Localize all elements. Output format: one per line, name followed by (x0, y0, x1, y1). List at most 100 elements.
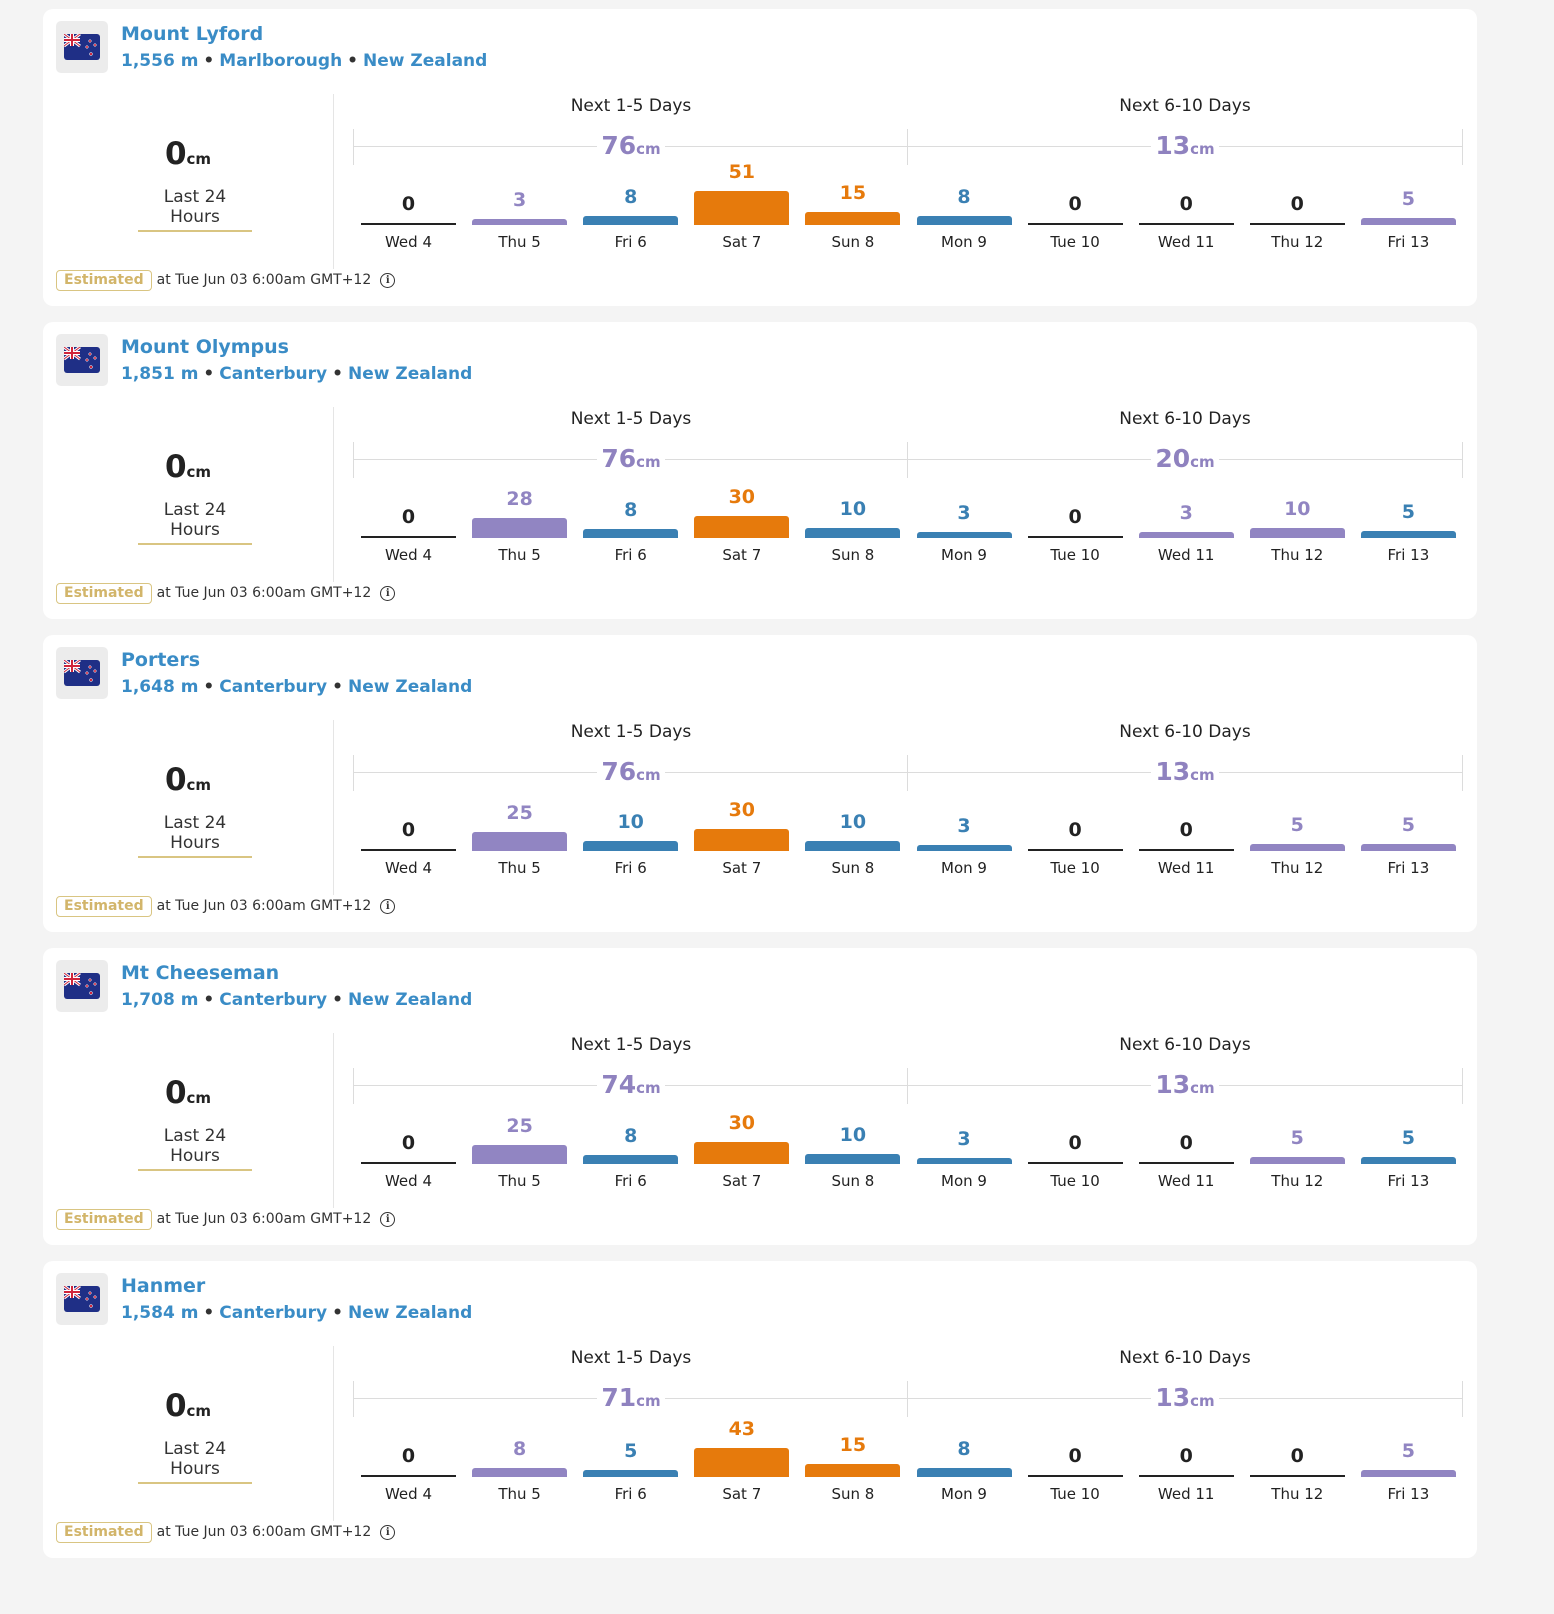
last-24-hours-label[interactable]: Last 24 Hours (138, 813, 252, 858)
day-label: Fri 13 (1387, 1485, 1430, 1503)
info-icon[interactable]: i (380, 272, 396, 288)
day-forecast[interactable]: 10 Thu 12 (1249, 472, 1345, 572)
last-24-hours-label[interactable]: Last 24 Hours (138, 500, 252, 545)
day-forecast[interactable]: 0 Thu 12 (1249, 159, 1345, 259)
day-forecast[interactable]: 51 Sat 7 (694, 159, 790, 259)
resort-name-link[interactable]: Hanmer (121, 1275, 206, 1297)
day-forecast[interactable]: 8 Fri 6 (583, 159, 679, 259)
day-forecast[interactable]: 30 Sat 7 (694, 1098, 790, 1198)
day-forecast[interactable]: 0 Wed 11 (1138, 1098, 1234, 1198)
day-forecast[interactable]: 5 Fri 13 (1360, 1098, 1456, 1198)
day-forecast[interactable]: 8 Mon 9 (916, 159, 1012, 259)
day-forecast[interactable]: 5 Fri 6 (583, 1411, 679, 1511)
info-icon[interactable]: i (380, 1524, 396, 1540)
day-forecast[interactable]: 10 Sun 8 (805, 785, 901, 885)
last-24-hours-value: 0cm (164, 1075, 212, 1111)
flag-button[interactable] (56, 647, 108, 699)
day-forecast[interactable]: 0 Wed 4 (361, 785, 456, 885)
snowfall-bar (1249, 844, 1345, 851)
day-label: Fri 6 (614, 546, 647, 564)
period-tick (1462, 1381, 1463, 1417)
info-icon[interactable]: i (380, 1211, 396, 1227)
region-link[interactable]: Marlborough (219, 51, 343, 71)
day-forecast[interactable]: 0 Wed 11 (1138, 1411, 1234, 1511)
snowfall-bar (916, 845, 1012, 851)
period-tick (1462, 1068, 1463, 1104)
day-forecast[interactable]: 25 Thu 5 (472, 1098, 568, 1198)
resort-name-link[interactable]: Mt Cheeseman (121, 962, 280, 984)
day-forecast[interactable]: 5 Fri 13 (1360, 159, 1456, 259)
day-forecast[interactable]: 10 Fri 6 (583, 785, 679, 885)
resort-name-link[interactable]: Porters (121, 649, 200, 671)
day-forecast[interactable]: 28 Thu 5 (472, 472, 568, 572)
day-forecast[interactable]: 10 Sun 8 (805, 1098, 901, 1198)
period-1-title: Next 1-5 Days (570, 96, 692, 116)
day-forecast[interactable]: 0 Tue 10 (1027, 159, 1123, 259)
last-24-hours-label[interactable]: Last 24 Hours (138, 1439, 252, 1484)
day-forecast[interactable]: 5 Fri 13 (1360, 472, 1456, 572)
last-24-hours-label[interactable]: Last 24 Hours (138, 1126, 252, 1171)
snowfall-value: 0 (1068, 506, 1082, 528)
day-forecast[interactable]: 0 Tue 10 (1027, 785, 1123, 885)
day-label: Wed 11 (1157, 1172, 1215, 1190)
country-link[interactable]: New Zealand (347, 990, 473, 1010)
snowfall-value: 5 (1290, 814, 1304, 836)
snowfall-value: 5 (1290, 1127, 1304, 1149)
day-forecast[interactable]: 8 Mon 9 (916, 1411, 1012, 1511)
country-link[interactable]: New Zealand (347, 364, 473, 384)
day-forecast[interactable]: 0 Wed 4 (361, 1098, 456, 1198)
resort-name-link[interactable]: Mount Olympus (121, 336, 289, 358)
snowfall-value: 0 (1179, 1132, 1193, 1154)
day-forecast[interactable]: 25 Thu 5 (472, 785, 568, 885)
country-link[interactable]: New Zealand (363, 51, 488, 71)
day-forecast[interactable]: 10 Sun 8 (805, 472, 901, 572)
snowfall-value: 0 (1068, 1132, 1082, 1154)
country-link[interactable]: New Zealand (347, 677, 473, 697)
region-link[interactable]: Canterbury (219, 677, 328, 697)
day-forecast[interactable]: 30 Sat 7 (694, 785, 790, 885)
day-forecast[interactable]: 0 Thu 12 (1249, 1411, 1345, 1511)
day-forecast[interactable]: 43 Sat 7 (694, 1411, 790, 1511)
day-forecast[interactable]: 8 Thu 5 (472, 1411, 568, 1511)
snowfall-value: 0 (401, 1445, 416, 1467)
day-forecast[interactable]: 5 Fri 13 (1360, 785, 1456, 885)
day-forecast[interactable]: 15 Sun 8 (805, 159, 901, 259)
snowfall-value: 0 (401, 506, 416, 528)
country-link[interactable]: New Zealand (347, 1303, 473, 1323)
day-forecast[interactable]: 3 Mon 9 (916, 472, 1012, 572)
region-link[interactable]: Canterbury (219, 1303, 328, 1323)
day-forecast[interactable]: 0 Tue 10 (1027, 1411, 1123, 1511)
day-forecast[interactable]: 15 Sun 8 (805, 1411, 901, 1511)
resort-name-link[interactable]: Mount Lyford (121, 23, 264, 45)
info-icon[interactable]: i (380, 898, 396, 914)
day-forecast[interactable]: 0 Wed 11 (1138, 159, 1234, 259)
day-forecast[interactable]: 5 Thu 12 (1249, 785, 1345, 885)
flag-button[interactable] (56, 960, 108, 1012)
day-forecast[interactable]: 0 Wed 4 (361, 1411, 456, 1511)
day-forecast[interactable]: 0 Wed 4 (361, 472, 456, 572)
day-forecast[interactable]: 8 Fri 6 (583, 1098, 679, 1198)
day-forecast[interactable]: 30 Sat 7 (694, 472, 790, 572)
day-forecast[interactable]: 5 Thu 12 (1249, 1098, 1345, 1198)
day-label: Fri 13 (1387, 233, 1430, 251)
day-forecast[interactable]: 0 Wed 4 (361, 159, 456, 259)
flag-button[interactable] (56, 1273, 108, 1325)
day-forecast[interactable]: 8 Fri 6 (583, 472, 679, 572)
last-24-hours-panel: 0cm Last 24 Hours (43, 1033, 333, 1208)
day-forecast[interactable]: 3 Mon 9 (916, 1098, 1012, 1198)
region-link[interactable]: Canterbury (219, 364, 328, 384)
day-forecast[interactable]: 3 Mon 9 (916, 785, 1012, 885)
last-24-hours-label[interactable]: Last 24 Hours (138, 187, 252, 232)
region-link[interactable]: Canterbury (219, 990, 328, 1010)
day-forecast[interactable]: 5 Fri 13 (1360, 1411, 1456, 1511)
separator: • (332, 1303, 343, 1323)
flag-button[interactable] (56, 21, 108, 73)
day-forecast[interactable]: 0 Tue 10 (1027, 1098, 1123, 1198)
day-forecast[interactable]: 0 Tue 10 (1027, 472, 1123, 572)
snowfall-bar (916, 1468, 1012, 1477)
day-forecast[interactable]: 0 Wed 11 (1138, 785, 1234, 885)
info-icon[interactable]: i (380, 585, 396, 601)
day-forecast[interactable]: 3 Thu 5 (472, 159, 568, 259)
flag-button[interactable] (56, 334, 108, 386)
day-forecast[interactable]: 3 Wed 11 (1138, 472, 1234, 572)
